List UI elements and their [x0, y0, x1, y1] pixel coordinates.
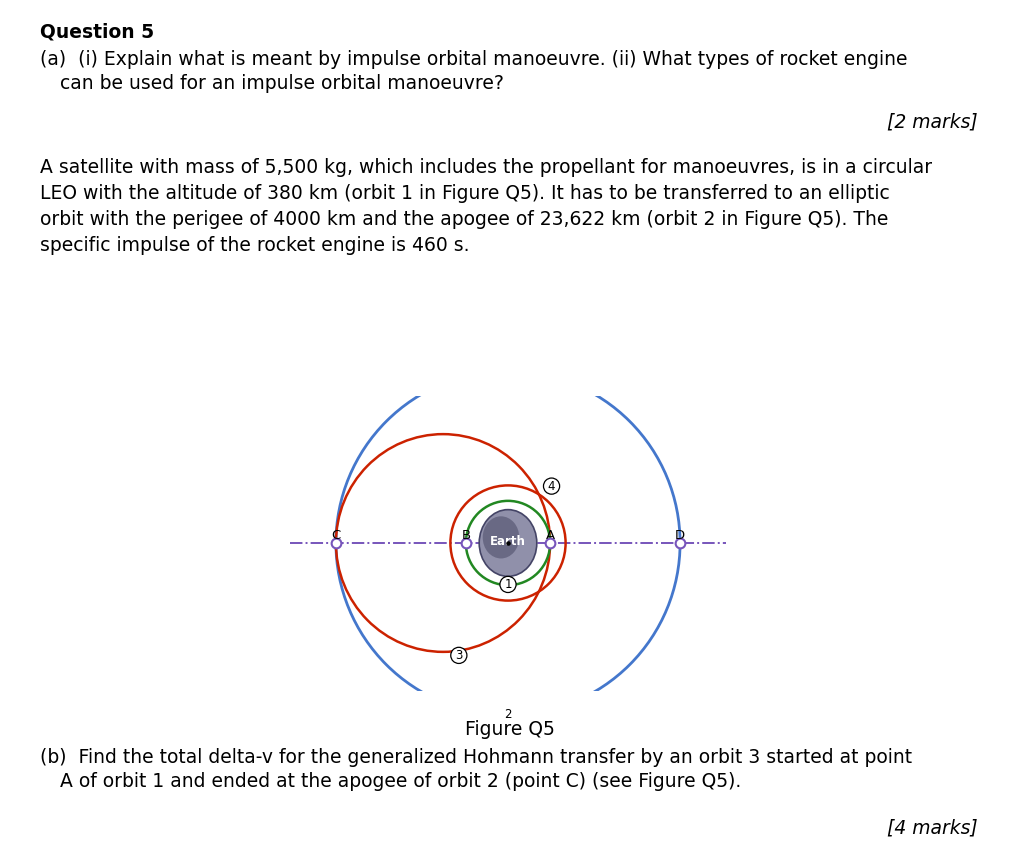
Text: A of orbit 1 and ended at the apogee of orbit 2 (point C) (see Figure Q5).: A of orbit 1 and ended at the apogee of … [60, 772, 741, 791]
Ellipse shape [482, 517, 519, 559]
Text: A satellite with mass of 5,500 kg, which includes the propellant for manoeuvres,: A satellite with mass of 5,500 kg, which… [40, 158, 932, 177]
Text: A: A [546, 529, 555, 542]
Text: (b)  Find the total delta-v for the generalized Hohmann transfer by an orbit 3 s: (b) Find the total delta-v for the gener… [40, 748, 912, 767]
Text: 4: 4 [548, 480, 555, 492]
Text: specific impulse of the rocket engine is 460 s.: specific impulse of the rocket engine is… [40, 236, 469, 255]
Text: B: B [461, 529, 470, 542]
Text: Question 5: Question 5 [40, 22, 155, 41]
Text: 1: 1 [504, 578, 512, 591]
Circle shape [500, 706, 516, 722]
Text: orbit with the perigee of 4000 km and the apogee of 23,622 km (orbit 2 in Figure: orbit with the perigee of 4000 km and th… [40, 210, 889, 229]
Text: (a)  (i) Explain what is meant by impulse orbital manoeuvre. (ii) What types of : (a) (i) Explain what is meant by impulse… [40, 50, 907, 69]
Circle shape [451, 647, 467, 663]
Text: Earth: Earth [490, 535, 526, 548]
Circle shape [544, 478, 560, 494]
Text: 2: 2 [504, 708, 512, 721]
Text: C: C [332, 529, 341, 542]
Text: D: D [675, 529, 685, 542]
Ellipse shape [479, 510, 537, 577]
Text: 3: 3 [455, 649, 463, 662]
Text: [4 marks]: [4 marks] [887, 818, 978, 837]
Text: LEO with the altitude of 380 km (orbit 1 in Figure Q5). It has to be transferred: LEO with the altitude of 380 km (orbit 1… [40, 184, 890, 203]
Text: can be used for an impulse orbital manoeuvre?: can be used for an impulse orbital manoe… [60, 74, 504, 93]
Text: [2 marks]: [2 marks] [887, 112, 978, 131]
Text: Figure Q5: Figure Q5 [465, 720, 555, 739]
Circle shape [500, 577, 516, 593]
